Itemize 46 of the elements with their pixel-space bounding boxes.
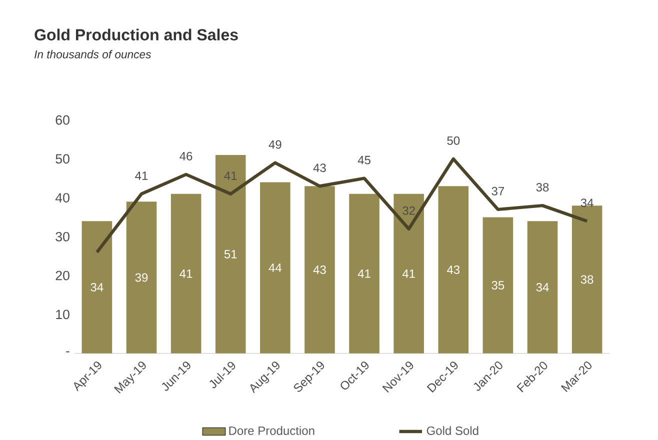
- data-label: 32: [402, 206, 415, 215]
- bar: [304, 186, 335, 354]
- data-label: 35: [492, 281, 504, 290]
- chart-title: Gold Production and Sales: [34, 28, 238, 40]
- data-label: 39: [135, 273, 148, 282]
- data-label: 50: [447, 136, 460, 145]
- data-label: 49: [268, 140, 282, 149]
- bar: [394, 194, 424, 354]
- y-tick-label: 30: [56, 232, 70, 242]
- data-label: 51: [224, 250, 237, 258]
- data-label: 45: [358, 156, 370, 164]
- bar: [527, 221, 558, 354]
- y-tick-label: 40: [55, 193, 70, 202]
- data-label: 37: [492, 186, 504, 196]
- chart-subtitle: In thousands of ounces: [34, 50, 151, 58]
- data-label: 38: [536, 183, 549, 192]
- bar: [126, 202, 157, 354]
- bar: [170, 194, 202, 354]
- y-tick-label: 20: [56, 270, 70, 280]
- y-tick-label: -: [66, 351, 70, 352]
- data-label: 41: [224, 172, 237, 180]
- bar: [572, 206, 602, 354]
- data-label: 34: [536, 282, 549, 292]
- y-tick-label: 50: [56, 154, 70, 164]
- bar: [349, 194, 380, 354]
- y-tick-label: 10: [56, 310, 70, 320]
- data-label: 34: [580, 198, 594, 208]
- bar: [215, 155, 246, 354]
- data-label: 41: [180, 269, 192, 278]
- data-label: 43: [313, 265, 326, 274]
- data-label: 43: [446, 265, 460, 274]
- bar: [482, 217, 514, 354]
- bar: [260, 182, 290, 354]
- data-label: 43: [313, 164, 326, 172]
- data-label: 34: [90, 282, 104, 292]
- data-label: 38: [580, 275, 594, 284]
- data-label: 41: [358, 269, 370, 278]
- legend-label: Gold Sold: [426, 426, 478, 435]
- data-label: 41: [135, 172, 148, 180]
- y-tick-label: 60: [56, 115, 70, 125]
- data-label: 46: [180, 152, 192, 160]
- data-label: 41: [402, 269, 415, 278]
- data-label: 44: [268, 264, 282, 272]
- legend-label: Dore Production: [229, 426, 314, 435]
- bar: [438, 186, 469, 354]
- bar: [82, 221, 112, 354]
